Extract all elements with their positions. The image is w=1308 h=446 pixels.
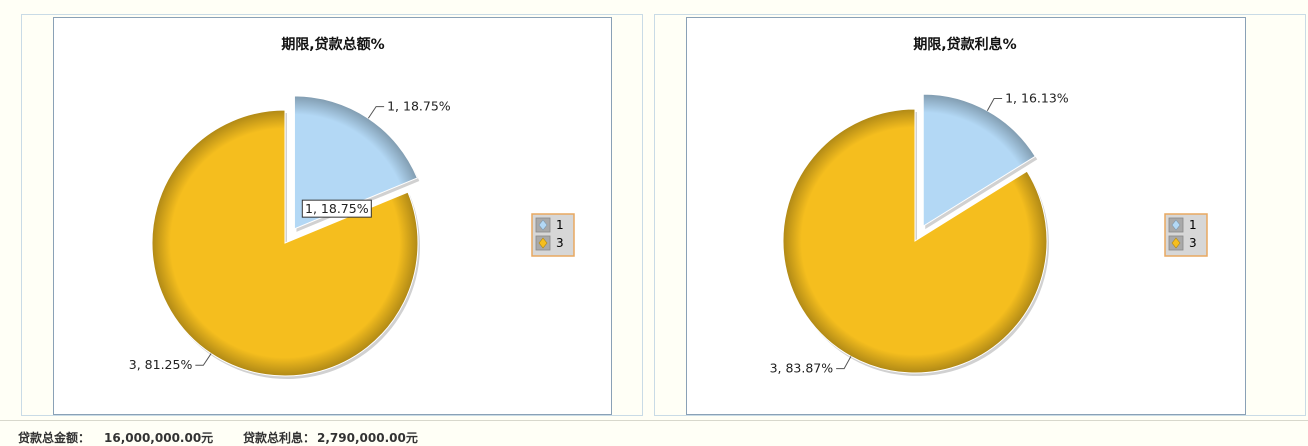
chart-area-loan-amount: 期限,贷款总额% 1, 18.75% 3, 81.25% 1, 18.75% 1 3 [53, 17, 612, 415]
legend-entry-3: 3 [1189, 236, 1197, 250]
total-amount-label: 贷款总金额： [18, 431, 91, 445]
legend-entry-1: 1 [556, 218, 564, 232]
svg-text:1, 18.75%: 1, 18.75% [305, 201, 369, 216]
legend-entry-3: 3 [556, 236, 564, 250]
pie-chart-loan-amount: 期限,贷款总额%1, 18.75%3, 81.25%1, 18.75%13 [129, 36, 575, 380]
slice-label-1: 1, 18.75% [387, 99, 451, 114]
slice-tooltip: 1, 18.75% [301, 199, 372, 218]
legend-entry-1: 1 [1189, 218, 1197, 232]
slice-label-3: 3, 83.87% [770, 361, 834, 376]
total-interest-value: 2,790,000.00元 [317, 431, 418, 445]
leader-line [367, 106, 385, 119]
legend-diamond-icon [1171, 237, 1181, 249]
total-interest-label: 贷款总利息： [243, 431, 316, 445]
pie-slice-3[interactable] [782, 108, 1048, 374]
legend-diamond-icon [1171, 219, 1181, 231]
chart-legend: 13 [531, 213, 575, 257]
chart-legend: 13 [1164, 213, 1208, 257]
chart-panel-right: 期限,贷款利息% 1, 16.13% 3, 83.87% 1 3 [654, 14, 1306, 416]
legend-diamond-icon [538, 237, 548, 249]
leader-line [986, 97, 1003, 111]
pie-slice-3[interactable] [151, 109, 419, 377]
leader-line [836, 356, 852, 370]
chart-panel-left: 期限,贷款总额% 1, 18.75% 3, 81.25% 1, 18.75% 1 3 [21, 14, 643, 416]
pie-chart-loan-interest: 期限,贷款利息%1, 16.13%3, 83.87%13 [770, 36, 1208, 376]
slice-label-3: 3, 81.25% [129, 357, 193, 372]
chart-area-loan-interest: 期限,贷款利息% 1, 16.13% 3, 83.87% 1 3 [686, 17, 1246, 415]
chart-title: 期限,贷款利息% [913, 36, 1016, 53]
pie-slice-1[interactable] [293, 95, 418, 230]
slice-label-1: 1, 16.13% [1005, 90, 1069, 105]
total-amount-value: 16,000,000.00元 [104, 431, 214, 445]
chart-title: 期限,贷款总额% [281, 36, 384, 53]
summary-footer: 贷款总金额： 16,000,000.00元 贷款总利息： 2,790,000.0… [0, 420, 1308, 446]
legend-diamond-icon [538, 219, 548, 231]
leader-line [195, 353, 212, 366]
